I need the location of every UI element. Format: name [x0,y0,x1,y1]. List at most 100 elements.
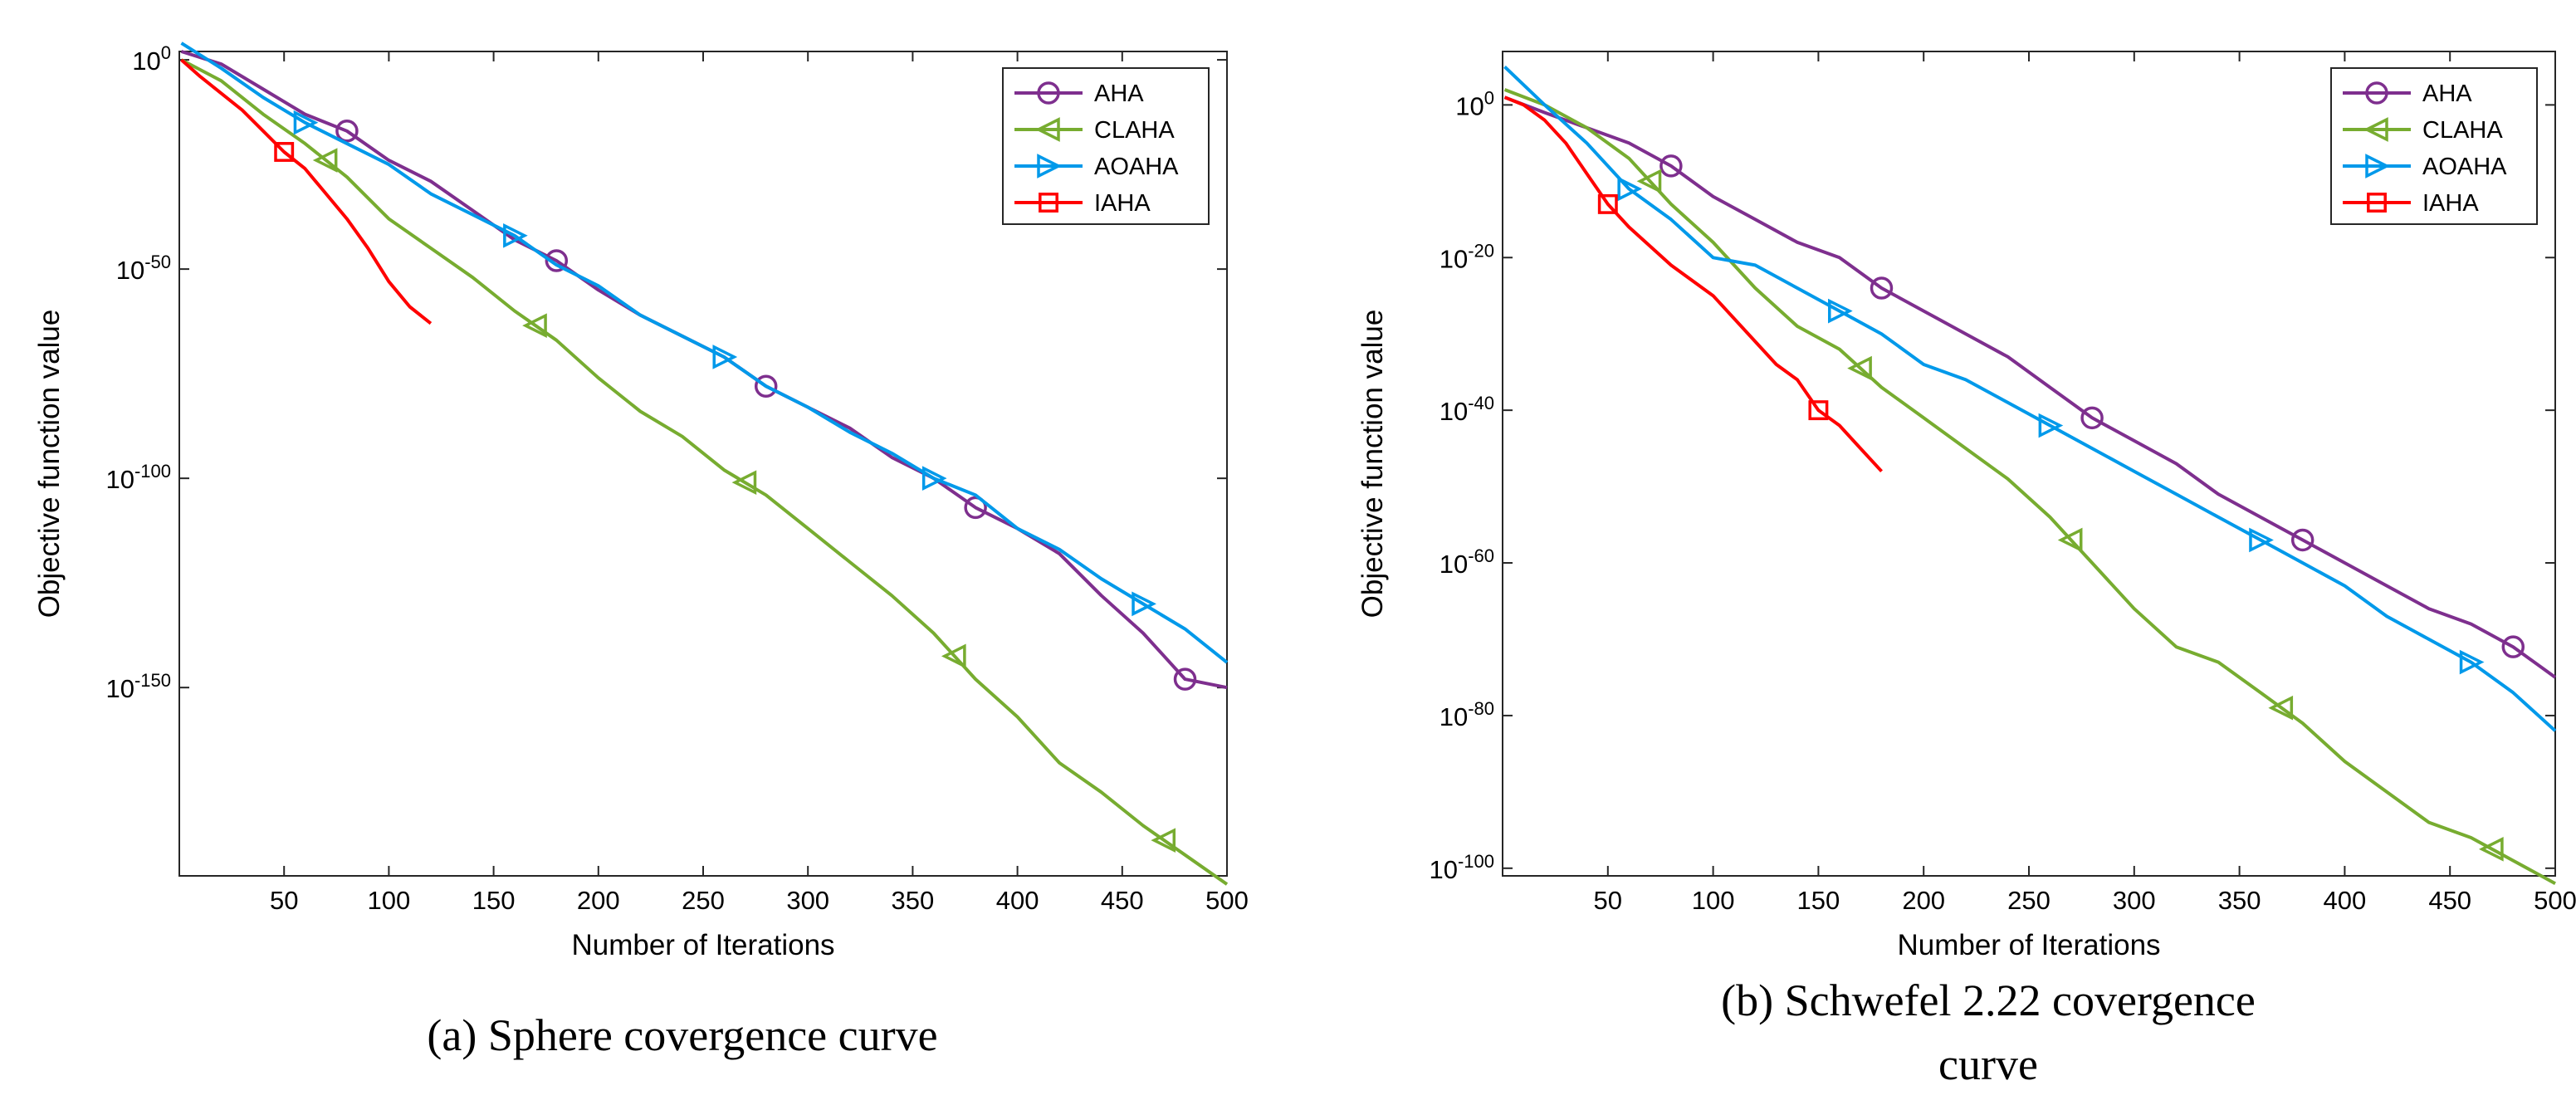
legend-marker-claha [1035,117,1060,142]
series-line-claha [1503,88,2556,885]
y-tick-label: 10-60 [1440,545,1494,579]
data-marker-aoaha [1828,298,1853,324]
y-tick-label: 10-100 [105,461,171,494]
x-tick-label: 300 [786,886,829,915]
y-axis-label: Objective function value [33,310,66,619]
x-tick-label: 50 [270,886,298,915]
series-aha [1503,95,2557,679]
data-marker-aoaha [1132,591,1156,617]
x-tick-label: 500 [2534,886,2576,915]
y-tick-label: 10-100 [1429,851,1494,884]
x-axis-label: Number of Iterations [1897,929,2160,961]
x-tick-label: 100 [368,886,411,915]
legend-marker-iaha [1039,193,1058,213]
legend-label: CLAHA [2422,117,2503,144]
legend-label: CLAHA [1094,117,1175,144]
legend-marker-aoaha [1037,154,1062,178]
data-marker-aoaha [503,222,528,248]
legend-marker-aha [2365,81,2388,105]
x-axis-label: Number of Iterations [571,929,834,961]
x-tick-label: 150 [472,886,516,915]
figure-caption: (b) Schwefel 2.22 covergence [1721,975,2256,1025]
legend: AHA CLAHA AOAHA IAHA [1002,67,1210,225]
x-tick-label: 100 [1692,886,1735,915]
data-marker-claha [2057,527,2083,553]
data-marker-aha [1173,667,1197,691]
figure-caption: curve [1938,1039,2038,1089]
data-marker-aoaha [2459,649,2485,675]
legend-label: IAHA [2422,190,2479,217]
data-marker-iaha [1808,400,1829,421]
series-aoaha [1503,65,2557,732]
legend-label: IAHA [1094,190,1151,217]
x-tick-label: 500 [1205,886,1249,915]
legend-marker-aoaha [2365,154,2390,178]
y-axis-label: Objective function value [1356,310,1389,619]
y-tick-label: 10-40 [1440,393,1494,426]
y-tick-label: 10-50 [116,252,171,285]
data-marker-iaha [274,142,295,162]
data-marker-claha [941,643,966,669]
data-marker-aha [2290,528,2314,552]
y-tick-label: 100 [1455,87,1494,120]
legend-label: AOAHA [1094,154,1179,180]
data-marker-claha [1847,355,1872,381]
series-line-iaha [180,58,433,325]
legend-label: AOAHA [2422,154,2507,180]
x-tick-label: 300 [2113,886,2156,915]
x-tick-label: 450 [2428,886,2471,915]
x-tick-label: 450 [1101,886,1144,915]
legend-marker-iaha [2367,193,2387,213]
x-tick-label: 400 [996,886,1039,915]
data-marker-aha [1659,154,1683,178]
y-tick-label: 100 [132,42,171,76]
x-tick-label: 350 [2218,886,2261,915]
legend: AHA CLAHA AOAHA IAHA [2330,67,2538,225]
data-marker-claha [1151,828,1176,853]
data-marker-aha [2501,635,2525,658]
x-tick-label: 250 [682,886,725,915]
x-tick-label: 150 [1797,886,1840,915]
data-marker-aha [2080,406,2104,430]
legend-marker-claha [2363,117,2388,142]
chart-panel-b: 50 100 150 200 250 300 350 400 450 500 100 10-20 10-… [1356,51,2576,961]
data-marker-aoaha [712,345,738,369]
figure-caption: (a) Sphere covergence curve [427,1010,937,1060]
data-marker-aha [1870,276,1894,300]
data-marker-aha [545,249,569,272]
x-tick-label: 50 [1594,886,1622,915]
legend-marker-aha [1037,81,1060,105]
x-tick-label: 200 [577,886,620,915]
data-marker-iaha [1597,193,1618,214]
series-line-aoaha [180,42,1229,664]
data-marker-aha [754,374,778,398]
data-marker-claha [731,470,757,496]
y-tick-label: 10-150 [105,670,171,703]
series-iaha [180,58,433,325]
data-marker-aoaha [921,466,947,491]
chart-panel-a: 50 100 150 200 250 300 350 400 450 500 100 10-50 10-… [33,42,1249,961]
legend-label: AHA [2422,81,2472,107]
y-tick-label: 10-20 [1440,240,1494,273]
x-tick-label: 200 [1902,886,1945,915]
data-marker-aoaha [1617,176,1643,202]
data-marker-claha [522,313,547,338]
series-claha [180,58,1229,886]
x-tick-label: 350 [892,886,935,915]
x-tick-label: 250 [2007,886,2051,915]
series-line-iaha [1503,95,1883,473]
series-line-aoaha [1503,65,2557,732]
data-marker-aha [335,120,359,143]
series-claha [1503,88,2556,885]
data-marker-aoaha [2038,413,2064,438]
series-aoaha [180,42,1229,664]
x-tick-label: 400 [2324,886,2367,915]
series-iaha [1503,95,1883,473]
data-marker-aoaha [293,110,319,135]
data-marker-claha [1636,169,1662,194]
legend-label: AHA [1094,81,1144,107]
data-marker-claha [312,148,338,173]
data-marker-aha [964,496,987,520]
y-tick-label: 10-80 [1440,698,1494,731]
